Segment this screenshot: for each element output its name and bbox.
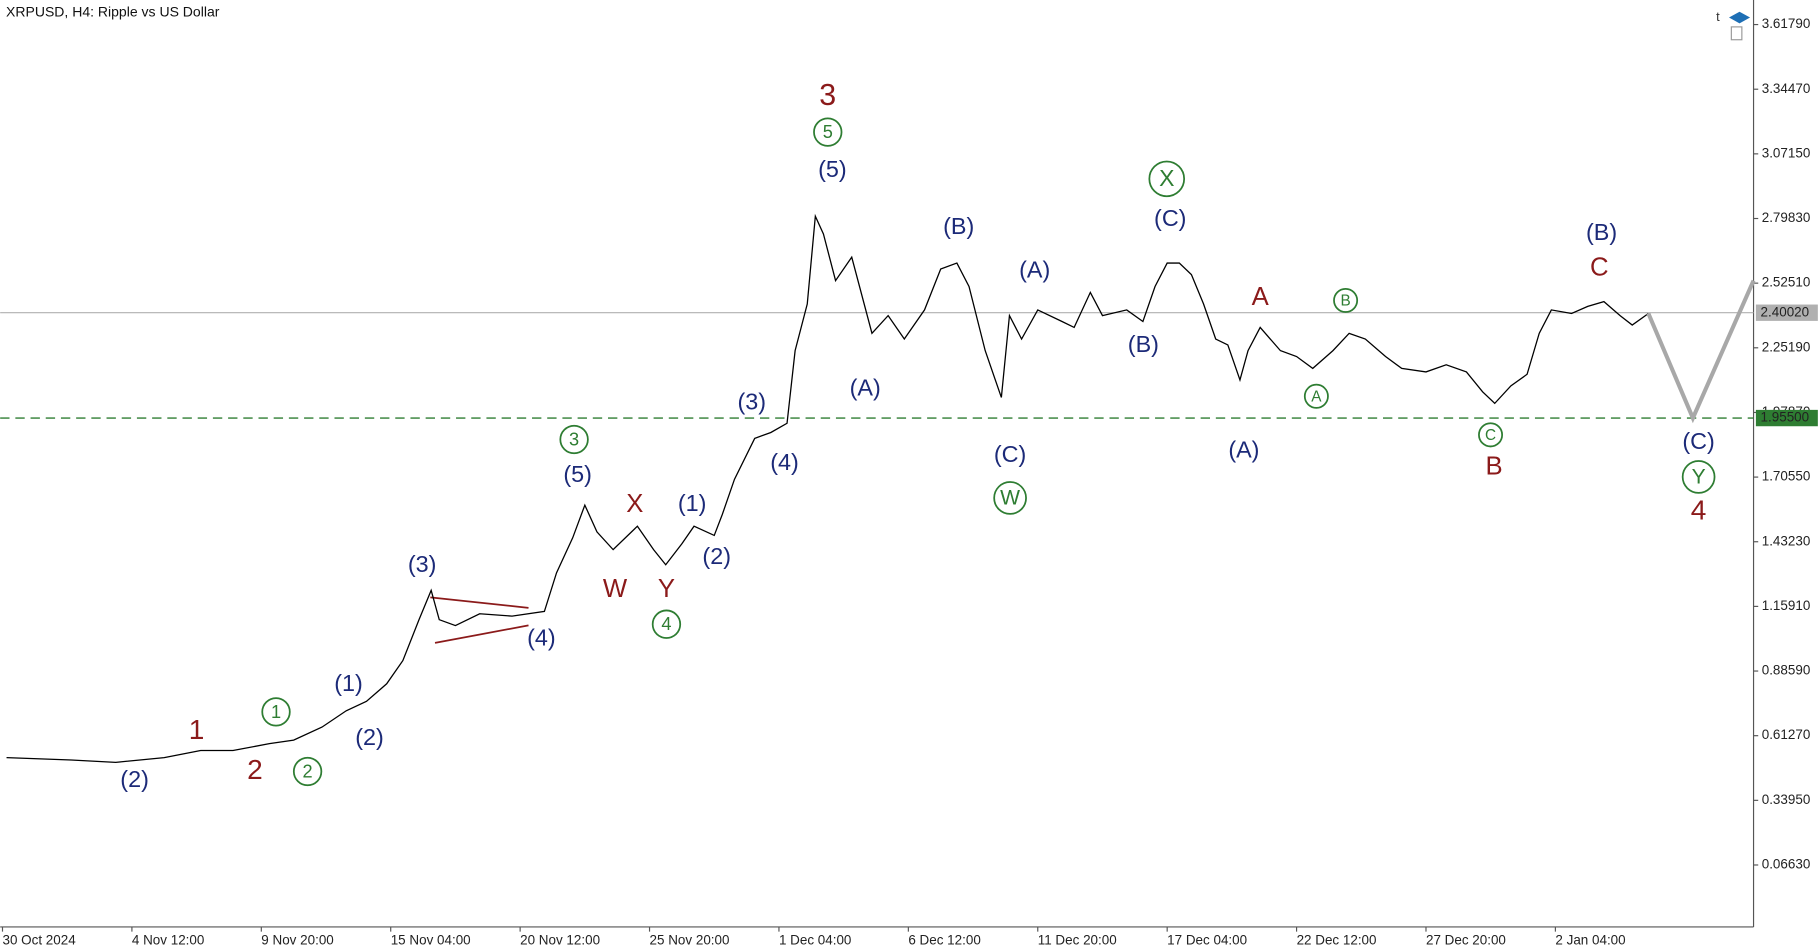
annotation: 3 xyxy=(569,429,579,449)
annotation: (3) xyxy=(408,551,437,577)
annotation-circle xyxy=(1478,422,1504,448)
annotation: Y xyxy=(1692,466,1706,489)
triangle xyxy=(430,596,529,644)
x-tick-label: 25 Nov 20:00 xyxy=(650,933,730,948)
annotation: (1) xyxy=(678,490,707,516)
y-tick-label: 1.70550 xyxy=(1762,469,1811,484)
annotation: 1 xyxy=(271,702,281,722)
annotation: B xyxy=(1485,452,1502,480)
x-tick-label: 22 Dec 12:00 xyxy=(1297,933,1377,948)
x-tick-label: 4 Nov 12:00 xyxy=(132,933,204,948)
annotation-circle xyxy=(813,117,843,147)
annotation: 1 xyxy=(189,714,205,745)
annotation: 2 xyxy=(303,761,313,781)
price-box xyxy=(1755,304,1818,321)
y-tick-label: 2.25190 xyxy=(1762,339,1811,354)
annotation: (B) xyxy=(943,213,974,239)
annotation: A xyxy=(1252,283,1270,311)
annotation-circle xyxy=(651,609,682,639)
annotation-circle xyxy=(1681,460,1716,494)
annotation-circle xyxy=(1148,160,1186,198)
annotation: (1) xyxy=(334,670,363,696)
annotation-circle xyxy=(993,481,1027,515)
annotation: C xyxy=(1590,254,1609,282)
annotation: A xyxy=(1311,388,1322,405)
svg-text:t: t xyxy=(1716,9,1720,24)
x-tick-label: 17 Dec 04:00 xyxy=(1167,933,1247,948)
annotation: 5 xyxy=(823,122,833,142)
annotation: 4 xyxy=(661,614,671,634)
annotation: (A) xyxy=(1228,436,1259,462)
annotation: (B) xyxy=(1586,219,1617,245)
x-tick-label: 11 Dec 20:00 xyxy=(1038,933,1117,948)
y-tick-label: 2.79830 xyxy=(1762,210,1811,225)
annotation-circle xyxy=(261,697,291,727)
y-tick-label: 3.07150 xyxy=(1762,145,1811,160)
annotation: (A) xyxy=(850,374,881,400)
x-tick-label: 9 Nov 20:00 xyxy=(261,933,333,948)
y-tick-label: 0.06630 xyxy=(1762,857,1811,872)
annotation: (2) xyxy=(355,724,384,750)
annotation: (C) xyxy=(1682,428,1714,454)
chart-title: XRPUSD, H4: Ripple vs US Dollar xyxy=(6,4,220,20)
annotation: Y xyxy=(658,575,675,603)
annotation: (2) xyxy=(702,543,731,569)
annotation-circle xyxy=(559,424,589,455)
annotation-circle xyxy=(292,756,323,787)
annotation: 4 xyxy=(1691,494,1707,525)
x-tick-label: 27 Dec 20:00 xyxy=(1426,933,1506,948)
x-tick-label: 15 Nov 04:00 xyxy=(391,933,471,948)
y-tick-label: 3.34470 xyxy=(1762,81,1811,96)
x-tick-label: 2 Jan 04:00 xyxy=(1555,933,1625,948)
y-tick-label: 0.61270 xyxy=(1762,727,1811,742)
annotation: (C) xyxy=(1154,205,1186,231)
annotation: 2 xyxy=(247,754,263,785)
annotation: W xyxy=(603,575,628,603)
annotation: (B) xyxy=(1128,331,1159,357)
annotation: (C) xyxy=(994,441,1026,467)
y-tick-label: 1.15910 xyxy=(1762,598,1811,613)
y-tick-label: 3.61790 xyxy=(1762,16,1811,31)
annotation: (5) xyxy=(563,461,592,487)
y-tick-label: 1.43230 xyxy=(1762,533,1811,548)
price-box xyxy=(1755,409,1818,427)
annotation: (2) xyxy=(120,766,149,792)
annotation: (5) xyxy=(818,156,847,182)
x-tick-label: 1 Dec 04:00 xyxy=(779,933,851,948)
annotation: C xyxy=(1485,427,1496,444)
price-line-series xyxy=(6,213,1649,764)
annotation-circle xyxy=(1333,287,1359,313)
annotation: X xyxy=(626,490,643,518)
price-label: 2.40020 xyxy=(1761,304,1810,319)
annotation: (4) xyxy=(770,449,799,475)
x-tick-label: 30 Oct 2024 xyxy=(2,933,76,948)
annotation: B xyxy=(1340,293,1350,310)
annotation: (3) xyxy=(737,388,766,414)
projection-line xyxy=(1646,279,1756,424)
annotation: W xyxy=(1000,487,1020,510)
y-tick-label: 0.33950 xyxy=(1762,792,1811,807)
x-tick-label: 6 Dec 12:00 xyxy=(908,933,980,948)
annotation: (4) xyxy=(527,625,556,651)
x-tick-label: 20 Nov 12:00 xyxy=(520,933,600,948)
annotation-circle xyxy=(1303,383,1329,409)
y-tick-label: 0.88590 xyxy=(1762,663,1811,678)
y-tick-label: 2.52510 xyxy=(1762,275,1811,290)
annotation: 3 xyxy=(819,78,836,112)
annotation: (A) xyxy=(1019,256,1050,282)
price-label: 1.95500 xyxy=(1761,410,1810,425)
annotation: X xyxy=(1159,165,1174,191)
